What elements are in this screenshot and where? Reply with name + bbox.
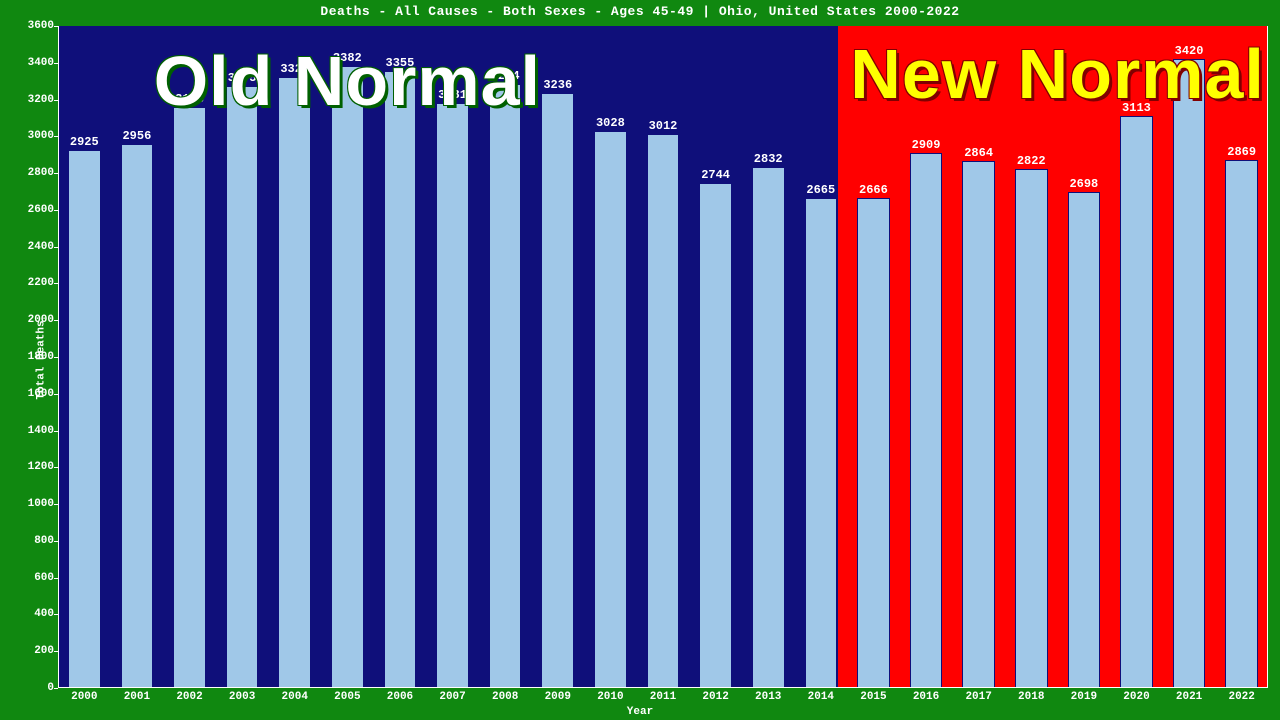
bar-value-label: 2869 — [1227, 145, 1256, 159]
bar: 2666 — [857, 198, 890, 688]
x-tick-label: 2021 — [1176, 691, 1202, 703]
bar-value-label: 3284 — [491, 69, 520, 83]
bar: 3113 — [1120, 116, 1153, 688]
chart-title: Deaths - All Causes - Both Sexes - Ages … — [0, 4, 1280, 19]
axis-line — [1267, 26, 1268, 688]
x-axis-label: Year — [0, 706, 1280, 718]
bar: 2909 — [910, 153, 943, 688]
bar: 3275 — [226, 86, 259, 688]
x-ticks: 2000 2001 2002 2003 2004 2005 2006 2007 2008 2009… — [58, 688, 1268, 706]
bar: 2744 — [699, 183, 732, 688]
bar-value-label: 3113 — [1122, 101, 1151, 115]
bar-value-label: 3236 — [543, 78, 572, 92]
x-tick-label: 2006 — [387, 691, 413, 703]
bar: 3420 — [1173, 59, 1206, 688]
bar: 3382 — [331, 66, 364, 688]
x-tick-label: 2005 — [334, 691, 360, 703]
bar-value-label: 2832 — [754, 152, 783, 166]
bar-value-label: 2698 — [1069, 177, 1098, 191]
x-tick-label: 2022 — [1228, 691, 1254, 703]
bar: 2665 — [805, 198, 838, 688]
bar-value-label: 3275 — [228, 71, 257, 85]
bar-value-label: 2822 — [1017, 154, 1046, 168]
bar-value-label: 3012 — [649, 119, 678, 133]
x-tick-label: 2002 — [176, 691, 202, 703]
x-tick-label: 2013 — [755, 691, 781, 703]
x-tick-label: 2018 — [1018, 691, 1044, 703]
x-tick-label: 2012 — [702, 691, 728, 703]
bars-container: 2925 2956 3158 3275 3324 3382 3355 3181 3284 3236… — [58, 26, 1268, 688]
x-tick-label: 2008 — [492, 691, 518, 703]
bar: 3158 — [173, 107, 206, 688]
x-tick-label: 2001 — [124, 691, 150, 703]
axis-line — [58, 687, 1268, 688]
bar: 3355 — [384, 71, 417, 688]
bar-value-label: 3324 — [280, 62, 309, 76]
x-tick-label: 2000 — [71, 691, 97, 703]
bar: 2956 — [121, 144, 154, 688]
bar-value-label: 3382 — [333, 51, 362, 65]
bar-value-label: 2909 — [912, 138, 941, 152]
bar-value-label: 2956 — [122, 129, 151, 143]
bar: 2698 — [1068, 192, 1101, 688]
bar-value-label: 2665 — [806, 183, 835, 197]
x-tick-label: 2011 — [650, 691, 676, 703]
bar: 3028 — [594, 131, 627, 688]
bar: 2822 — [1015, 169, 1048, 688]
bar-value-label: 3028 — [596, 116, 625, 130]
x-tick-label: 2010 — [597, 691, 623, 703]
x-tick-label: 2007 — [439, 691, 465, 703]
bar: 3181 — [436, 103, 469, 688]
x-tick-label: 2020 — [1123, 691, 1149, 703]
bar-value-label: 2744 — [701, 168, 730, 182]
bar: 3012 — [647, 134, 680, 688]
x-tick-label: 2009 — [545, 691, 571, 703]
bar: 3324 — [278, 77, 311, 688]
bar: 2869 — [1225, 160, 1258, 688]
bar-value-label: 3355 — [386, 56, 415, 70]
x-tick-label: 2014 — [808, 691, 834, 703]
x-tick-label: 2015 — [860, 691, 886, 703]
axis-line — [58, 26, 59, 688]
bar: 2925 — [68, 150, 101, 688]
x-tick-label: 2003 — [229, 691, 255, 703]
x-tick-label: 2017 — [965, 691, 991, 703]
bar: 2864 — [962, 161, 995, 688]
bar-value-label: 2666 — [859, 183, 888, 197]
bar-value-label: 3181 — [438, 88, 467, 102]
bar: 2832 — [752, 167, 785, 688]
bar: 3284 — [489, 84, 522, 688]
x-tick-label: 2004 — [282, 691, 308, 703]
x-tick-label: 2019 — [1071, 691, 1097, 703]
bar-value-label: 2925 — [70, 135, 99, 149]
bar-value-label: 2864 — [964, 146, 993, 160]
bar: 3236 — [541, 93, 574, 688]
bar-value-label: 3158 — [175, 92, 204, 106]
plot-area: 2925 2956 3158 3275 3324 3382 3355 3181 3284 3236… — [58, 26, 1268, 688]
x-tick-label: 2016 — [913, 691, 939, 703]
bar-value-label: 3420 — [1175, 44, 1204, 58]
